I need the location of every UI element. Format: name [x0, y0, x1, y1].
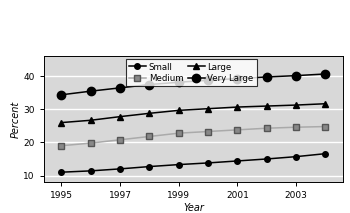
Small	[147, 165, 152, 168]
Large	[59, 121, 63, 124]
Very Large	[89, 90, 93, 92]
Medium	[294, 126, 298, 128]
Medium	[235, 129, 239, 131]
Very Large	[118, 86, 122, 89]
Medium	[206, 130, 210, 133]
Line: Large: Large	[58, 100, 329, 126]
Medium	[265, 127, 269, 130]
Large	[265, 105, 269, 107]
Medium	[59, 144, 63, 147]
Text: Percent of VMT Under Congested Conditions,: Percent of VMT Under Congested Condition…	[51, 8, 299, 18]
Small	[59, 171, 63, 173]
Small	[235, 160, 239, 162]
Large	[235, 106, 239, 108]
Very Large	[177, 81, 181, 83]
Medium	[118, 138, 122, 141]
Large	[177, 109, 181, 112]
Large	[118, 115, 122, 118]
Small	[89, 170, 93, 172]
Medium	[147, 135, 152, 138]
Small	[206, 162, 210, 164]
Legend: Small, Medium, Large, Very Large: Small, Medium, Large, Very Large	[126, 59, 257, 86]
Line: Small: Small	[58, 151, 328, 175]
Small	[265, 158, 269, 160]
Very Large	[265, 76, 269, 78]
Medium	[89, 142, 93, 144]
Medium	[323, 125, 328, 128]
Very Large	[294, 74, 298, 77]
Line: Very Large: Very Large	[57, 70, 330, 99]
Medium	[177, 132, 181, 134]
Large	[89, 119, 93, 122]
Large	[147, 112, 152, 115]
Text: by Urbanized Area Size, 1995–2004: by Urbanized Area Size, 1995–2004	[78, 26, 272, 36]
Very Large	[59, 94, 63, 96]
Large	[294, 104, 298, 106]
Very Large	[147, 83, 152, 86]
X-axis label: Year: Year	[183, 203, 204, 213]
Very Large	[323, 73, 328, 75]
Y-axis label: Percent: Percent	[10, 101, 20, 138]
Very Large	[206, 79, 210, 82]
Small	[323, 152, 328, 155]
Small	[118, 168, 122, 170]
Line: Medium: Medium	[58, 123, 329, 149]
Small	[177, 163, 181, 166]
Very Large	[235, 77, 239, 80]
Large	[323, 102, 328, 105]
Small	[294, 155, 298, 158]
Large	[206, 107, 210, 110]
